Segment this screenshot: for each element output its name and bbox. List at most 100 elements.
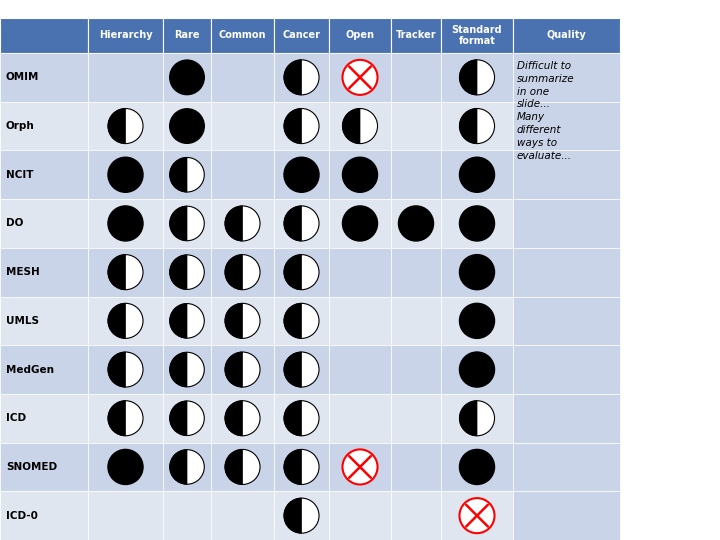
Bar: [329, 394, 391, 443]
Text: Common: Common: [219, 30, 266, 40]
Circle shape: [108, 255, 143, 289]
Text: Rare: Rare: [174, 30, 199, 40]
Wedge shape: [225, 255, 243, 289]
Bar: [441, 199, 513, 248]
Circle shape: [284, 60, 319, 95]
Bar: [211, 248, 274, 296]
Bar: [441, 491, 513, 540]
Circle shape: [170, 158, 204, 192]
Bar: [329, 18, 391, 53]
Circle shape: [284, 401, 319, 436]
Bar: [163, 248, 211, 296]
Circle shape: [284, 352, 319, 387]
Wedge shape: [284, 303, 302, 339]
Circle shape: [225, 449, 260, 484]
Bar: [88, 18, 163, 53]
Bar: [88, 199, 163, 248]
Bar: [391, 102, 441, 151]
Circle shape: [284, 255, 319, 289]
Bar: [0, 102, 88, 151]
Bar: [391, 53, 441, 102]
Bar: [391, 296, 441, 345]
Bar: [88, 345, 163, 394]
Bar: [211, 491, 274, 540]
Wedge shape: [108, 255, 125, 289]
Bar: [88, 53, 163, 102]
Bar: [513, 443, 620, 491]
Bar: [163, 18, 211, 53]
Circle shape: [459, 157, 495, 192]
Wedge shape: [284, 449, 302, 484]
Circle shape: [108, 401, 143, 436]
Wedge shape: [170, 206, 187, 241]
Wedge shape: [284, 60, 302, 95]
Wedge shape: [108, 401, 125, 436]
Circle shape: [225, 255, 260, 289]
Circle shape: [170, 303, 204, 338]
Text: MESH: MESH: [6, 267, 40, 277]
Bar: [441, 102, 513, 151]
Circle shape: [225, 352, 260, 387]
Circle shape: [284, 498, 319, 533]
Circle shape: [108, 352, 143, 387]
Text: Standard
format: Standard format: [451, 25, 503, 46]
Wedge shape: [108, 303, 125, 339]
Wedge shape: [170, 401, 187, 436]
Wedge shape: [459, 60, 477, 95]
Bar: [0, 345, 88, 394]
Circle shape: [343, 206, 377, 241]
Bar: [211, 151, 274, 199]
Bar: [211, 443, 274, 491]
Text: ICD: ICD: [6, 413, 26, 423]
Bar: [211, 199, 274, 248]
Bar: [391, 151, 441, 199]
Bar: [163, 199, 211, 248]
Text: Quality: Quality: [546, 30, 586, 40]
Bar: [211, 53, 274, 102]
Text: Open: Open: [346, 30, 374, 40]
Bar: [513, 53, 620, 102]
Circle shape: [284, 449, 319, 484]
Circle shape: [459, 352, 495, 387]
Circle shape: [459, 303, 495, 339]
Wedge shape: [108, 109, 125, 144]
Bar: [88, 443, 163, 491]
Text: NCIT: NCIT: [6, 170, 34, 180]
Circle shape: [108, 109, 143, 144]
Bar: [211, 18, 274, 53]
Bar: [274, 345, 329, 394]
Bar: [88, 102, 163, 151]
Bar: [391, 199, 441, 248]
Circle shape: [343, 449, 377, 484]
Bar: [163, 491, 211, 540]
Bar: [0, 151, 88, 199]
Circle shape: [225, 206, 260, 241]
Bar: [163, 394, 211, 443]
Wedge shape: [284, 498, 302, 533]
Bar: [513, 296, 620, 345]
Bar: [391, 248, 441, 296]
Bar: [274, 491, 329, 540]
Bar: [274, 199, 329, 248]
Circle shape: [459, 498, 495, 533]
Wedge shape: [284, 206, 302, 241]
Circle shape: [108, 449, 143, 484]
Bar: [441, 53, 513, 102]
Circle shape: [459, 449, 495, 484]
Bar: [513, 491, 620, 540]
Text: Difficult to
summarize
in one
slide...
Many
different
ways to
evaluate...: Difficult to summarize in one slide... M…: [517, 61, 575, 160]
Bar: [329, 443, 391, 491]
Circle shape: [343, 157, 377, 192]
Circle shape: [108, 303, 143, 339]
Wedge shape: [225, 449, 243, 484]
Wedge shape: [225, 303, 243, 339]
Bar: [274, 53, 329, 102]
Circle shape: [170, 206, 204, 241]
Bar: [441, 151, 513, 199]
Text: Cancer: Cancer: [282, 30, 320, 40]
Bar: [391, 18, 441, 53]
Bar: [274, 394, 329, 443]
Circle shape: [170, 60, 204, 94]
Bar: [329, 199, 391, 248]
Bar: [441, 394, 513, 443]
